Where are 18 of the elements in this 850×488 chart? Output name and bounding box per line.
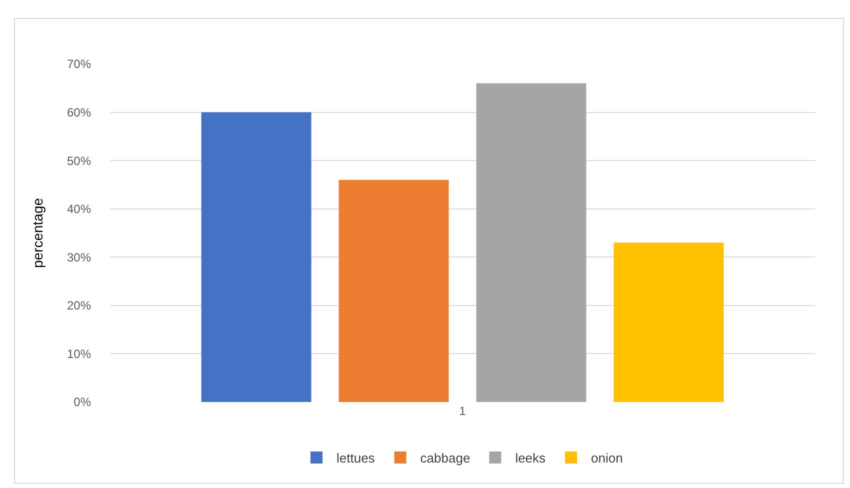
y-tick-label: 30% (66, 250, 92, 264)
y-tick-label: 70% (66, 57, 92, 72)
bar (614, 242, 724, 402)
legend-label: lettues (336, 450, 376, 466)
legend-label: cabbage (420, 450, 470, 466)
bar (338, 180, 449, 402)
bar (201, 112, 312, 402)
x-tick-label: 1 (459, 404, 466, 418)
legend-label: onion (591, 450, 623, 466)
legend-label: leeks (515, 450, 546, 466)
y-axis-title: percentage (30, 198, 46, 268)
y-tick-label: 20% (66, 298, 92, 313)
bar (476, 83, 586, 402)
y-tick-label: 40% (66, 202, 92, 216)
y-tick-label: 60% (66, 105, 92, 120)
y-tick-label: 50% (66, 154, 92, 168)
y-tick-label: 0% (74, 395, 92, 410)
y-tick-label: 10% (66, 346, 92, 361)
